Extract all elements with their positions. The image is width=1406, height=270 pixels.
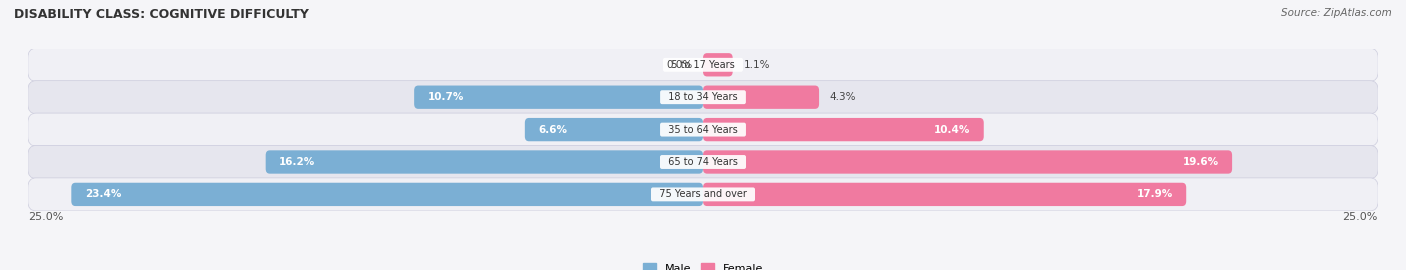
Text: 5 to 17 Years: 5 to 17 Years	[665, 60, 741, 70]
Text: Source: ZipAtlas.com: Source: ZipAtlas.com	[1281, 8, 1392, 18]
Text: 4.3%: 4.3%	[830, 92, 856, 102]
FancyBboxPatch shape	[703, 86, 820, 109]
FancyBboxPatch shape	[28, 178, 1378, 211]
Text: 17.9%: 17.9%	[1136, 189, 1173, 200]
FancyBboxPatch shape	[415, 86, 703, 109]
FancyBboxPatch shape	[72, 183, 703, 206]
Legend: Male, Female: Male, Female	[638, 259, 768, 270]
Text: 25.0%: 25.0%	[1343, 212, 1378, 222]
Text: 1.1%: 1.1%	[744, 60, 770, 70]
FancyBboxPatch shape	[703, 183, 1187, 206]
Text: 23.4%: 23.4%	[84, 189, 121, 200]
Text: 35 to 64 Years: 35 to 64 Years	[662, 124, 744, 135]
Text: DISABILITY CLASS: COGNITIVE DIFFICULTY: DISABILITY CLASS: COGNITIVE DIFFICULTY	[14, 8, 309, 21]
Text: 65 to 74 Years: 65 to 74 Years	[662, 157, 744, 167]
FancyBboxPatch shape	[28, 146, 1378, 178]
Text: 25.0%: 25.0%	[28, 212, 63, 222]
FancyBboxPatch shape	[703, 150, 1232, 174]
FancyBboxPatch shape	[266, 150, 703, 174]
FancyBboxPatch shape	[524, 118, 703, 141]
FancyBboxPatch shape	[28, 113, 1378, 146]
Text: 6.6%: 6.6%	[538, 124, 568, 135]
Text: 10.4%: 10.4%	[934, 124, 970, 135]
FancyBboxPatch shape	[703, 53, 733, 76]
Text: 0.0%: 0.0%	[666, 60, 692, 70]
FancyBboxPatch shape	[703, 118, 984, 141]
Text: 18 to 34 Years: 18 to 34 Years	[662, 92, 744, 102]
Text: 75 Years and over: 75 Years and over	[652, 189, 754, 200]
FancyBboxPatch shape	[28, 81, 1378, 114]
Text: 19.6%: 19.6%	[1182, 157, 1219, 167]
FancyBboxPatch shape	[28, 48, 1378, 81]
Text: 16.2%: 16.2%	[280, 157, 315, 167]
Text: 10.7%: 10.7%	[427, 92, 464, 102]
